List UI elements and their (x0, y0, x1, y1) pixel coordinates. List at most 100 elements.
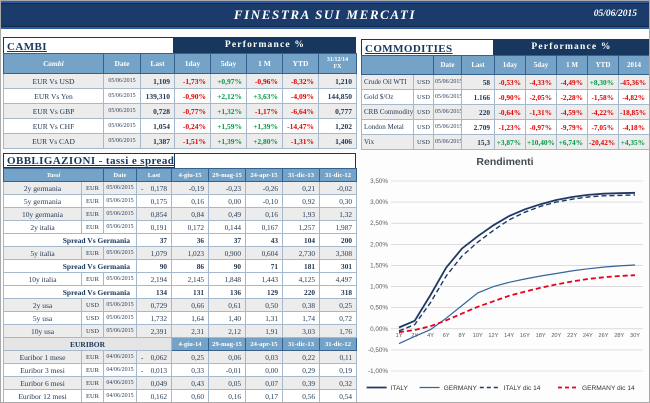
obbligazioni-section-header: OBBLIGAZIONI - tassi e spread (3, 153, 356, 168)
report-title: FINESTRA SUI MERCATI (233, 7, 417, 22)
rate-row: 2y germania EUR 05/06/2015-0,178 -0,19 -0,23… (3, 181, 357, 195)
performance-value: -0,24% (174, 118, 211, 134)
historical-value: 1,74 (282, 311, 320, 325)
performance-value: -1,58% (587, 89, 619, 105)
euribor-title: EURIBOR (3, 337, 172, 351)
performance-value: +10,40% (525, 134, 557, 150)
euribor-column-header: 31-dic-13 (282, 337, 320, 351)
commodities-title: COMMODITIES (365, 43, 453, 55)
cambi-title: CAMBI (7, 41, 47, 53)
quote-date: 05/06/2015 (103, 207, 137, 221)
historical-value: 0,92 (282, 194, 320, 208)
spread-value: 37 (208, 233, 246, 247)
performance-value: -4,18% (618, 119, 649, 135)
fx-reference-value: 144,850 (318, 88, 357, 104)
quote-date: 04/06/2015 (103, 376, 137, 390)
last-value-cell: 1,732 (136, 311, 172, 325)
performance-value: -4,49% (556, 74, 588, 90)
currency: EUR (81, 207, 104, 221)
spread-last: 37 (136, 233, 172, 247)
cambi-column-header: YTD (282, 53, 319, 74)
historical-value: 0,33 (171, 363, 209, 377)
historical-value: 0,39 (282, 376, 320, 390)
obbligazioni-title: OBBLIGAZIONI - tassi e spread (7, 155, 175, 167)
obbligazioni-column-header: 31-dic-13 (282, 168, 320, 182)
currency: USD (413, 134, 434, 150)
quote-date: 04/06/2015 (103, 350, 137, 364)
obbligazioni-column-header: 31-dic-12 (319, 168, 357, 182)
cambi-row: EUR Vs CHF 05/06/2015 1,054 -0,24% +1,59% +1,… (3, 118, 357, 134)
last-value: 0,178 (150, 183, 167, 193)
performance-value: -2,05% (525, 89, 557, 105)
commodities-column-header: YTD (587, 55, 619, 75)
last-value-cell: -0,178 (136, 181, 172, 195)
spread-row: Spread Vs Germania 37 36 37 43 104 200 (3, 233, 357, 247)
svg-text:0,00%: 0,00% (370, 326, 388, 333)
svg-text:GERMANY: GERMANY (444, 385, 478, 392)
performance-value: +1,39% (246, 118, 283, 134)
rate-row: 5y italia EUR 05/06/2015 1,079 1,023 0,900 0,6… (3, 246, 357, 260)
obbligazioni-header-spacer (175, 153, 356, 168)
last-value: 0,013 (150, 365, 167, 375)
cambi-performance-band: Performance % (174, 37, 356, 53)
performance-value: -9,79% (556, 119, 588, 135)
svg-text:1,00%: 1,00% (370, 284, 388, 291)
performance-value: -1,51% (174, 133, 211, 149)
historical-value: 0,30 (319, 194, 357, 208)
rate-row: 10y usa USD 05/06/2015 2,391 2,31 2,12 1,91 3,0… (3, 324, 357, 338)
obbligazioni-column-header: 29-mag-15 (208, 168, 246, 182)
svg-text:2,00%: 2,00% (370, 241, 388, 248)
performance-value: +3,87% (494, 134, 526, 150)
svg-text:ITALY dic 14: ITALY dic 14 (504, 385, 541, 392)
performance-value: -1,23% (494, 119, 526, 135)
spread-value: 318 (319, 285, 357, 299)
commodities-section: COMMODITIES Performance % Date Last 1day 5d… (361, 39, 649, 150)
commodity-name: Gold $/Oz (361, 89, 414, 105)
performance-value: -1,17% (246, 103, 283, 119)
historical-value: 1,76 (319, 324, 357, 338)
svg-text:4Y: 4Y (427, 333, 434, 339)
currency: USD (413, 104, 434, 120)
performance-value: +8,30% (587, 74, 619, 90)
svg-text:1,50%: 1,50% (370, 262, 388, 269)
historical-value: 0,61 (208, 298, 246, 312)
rate-row: 10y germania EUR 05/06/2015 0,854 0,84 0,49 0,… (3, 207, 357, 221)
cambi-header-row: Cambi Date Last 1day 5day 1 M YTD 31/12/14 FX (3, 53, 357, 74)
historical-value: 0,25 (171, 350, 209, 364)
quote-date: 05/06/2015 (433, 104, 462, 120)
pair-name: EUR Vs CHF (3, 118, 104, 134)
spread-value: 220 (282, 285, 320, 299)
historical-value: 0,29 (282, 363, 320, 377)
rate-row: 5y usa USD 05/06/2015 1,732 1,64 1,40 1,31 1,74… (3, 311, 357, 325)
obbligazioni-column-header: 24-apr-15 (245, 168, 283, 182)
svg-text:12Y: 12Y (488, 333, 498, 339)
historical-value: 0,54 (319, 389, 357, 402)
last-value-cell: 1,054 (140, 118, 175, 134)
svg-text:1Y: 1Y (396, 333, 403, 339)
quote-date: 05/06/2015 (103, 194, 137, 208)
quote-date: 05/06/2015 (433, 134, 462, 150)
spread-value: 86 (171, 259, 209, 273)
performance-value: -0,97% (525, 119, 557, 135)
svg-text:-1,00%: -1,00% (368, 368, 388, 375)
obbligazioni-column-header: Date (103, 168, 137, 182)
historical-value: 0,167 (245, 220, 283, 234)
spread-value: 200 (319, 233, 357, 247)
spread-value: 301 (319, 259, 357, 273)
currency: EUR (81, 350, 104, 364)
currency: USD (413, 74, 434, 90)
spread-value: 136 (208, 285, 246, 299)
commodity-name: CRB Commodity (361, 104, 414, 120)
historical-value: 1,32 (319, 207, 357, 221)
euribor-column-header: 29-mag-15 (208, 337, 246, 351)
commodity-name: London Metal (361, 119, 414, 135)
commodity-row: Gold $/Oz USD 05/06/2015 1.166 -0,90% -2,05% -… (361, 89, 649, 105)
rendimenti-chart-block: Rendimenti 3,50% 3,00% 2,50% 2,00% 1,50% 1,00… (361, 156, 649, 402)
last-value-cell: 0,854 (136, 207, 172, 221)
historical-value: -0,10 (245, 194, 283, 208)
currency: USD (81, 324, 104, 338)
commodities-section-header: COMMODITIES Performance % (361, 39, 649, 55)
quote-date: 04/06/2015 (103, 389, 137, 402)
commodities-column-header: Date (433, 55, 462, 75)
commodities-header-row: Date Last 1day 5day 1 M YTD 2014 (361, 55, 649, 75)
